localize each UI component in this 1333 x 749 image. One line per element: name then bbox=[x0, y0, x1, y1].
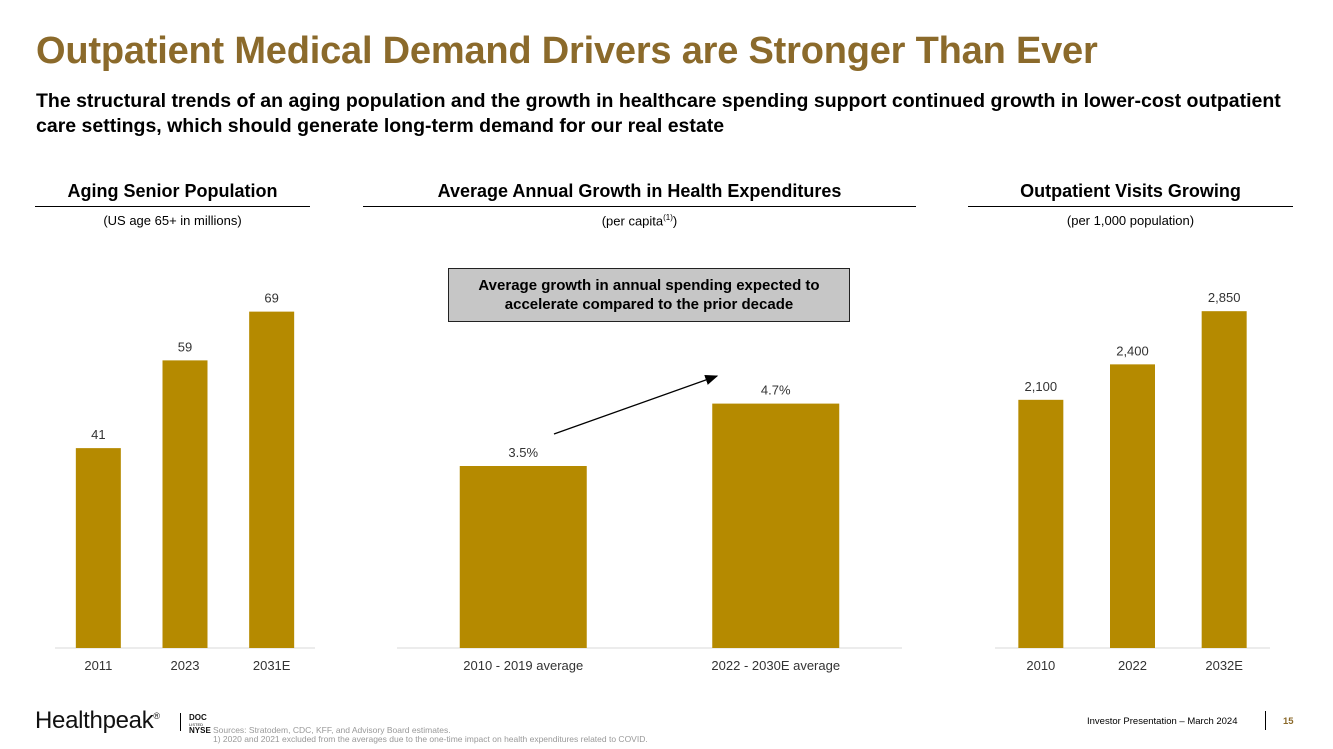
health-expenditure-chart: 3.5% 2010 - 2019 average 4.7% 2022 - 2030E … bbox=[397, 383, 902, 673]
visits-data-label: 2,850 bbox=[1208, 290, 1241, 305]
health-data-label: 4.7% bbox=[761, 383, 791, 398]
aging-bar-2011 bbox=[75, 448, 121, 648]
outpatient-visits-chart: 2,100 2010 2,400 2022 2,850 2032E bbox=[995, 290, 1270, 673]
aging-data-label: 59 bbox=[178, 339, 192, 354]
aging-section-rule bbox=[35, 206, 310, 207]
visits-category-label: 2022 bbox=[1118, 658, 1147, 673]
growth-callout-box: Average growth in annual spending expect… bbox=[448, 268, 850, 322]
healthpeak-logo: Healthpeak® bbox=[35, 707, 160, 734]
aging-category-label: 2031E bbox=[253, 658, 291, 673]
visits-bar-2022 bbox=[1110, 364, 1155, 648]
growth-callout-text: Average growth in annual spending expect… bbox=[478, 277, 820, 313]
visits-data-label: 2,400 bbox=[1116, 343, 1149, 358]
health-data-label: 3.5% bbox=[508, 445, 538, 460]
growth-arrow-line bbox=[553, 375, 719, 435]
page-title: Outpatient Medical Demand Drivers are St… bbox=[36, 30, 1098, 72]
health-bar-2022-2030eaverage bbox=[712, 403, 840, 648]
logo-divider bbox=[180, 713, 181, 731]
page-number: 15 bbox=[1283, 716, 1294, 727]
health-category-label: 2022 - 2030E average bbox=[711, 658, 840, 673]
growth-arrow bbox=[553, 375, 719, 435]
health-category-label: 2010 - 2019 average bbox=[463, 658, 583, 673]
aging-data-label: 41 bbox=[91, 427, 105, 442]
visits-section-rule bbox=[968, 206, 1293, 207]
visits-category-label: 2010 bbox=[1026, 658, 1055, 673]
visits-bar-2010 bbox=[1018, 399, 1064, 648]
health-section-rule bbox=[363, 206, 916, 207]
page-subtitle: The structural trends of an aging popula… bbox=[36, 90, 1281, 137]
health-bar-2010-2019average bbox=[459, 466, 587, 648]
visits-category-label: 2032E bbox=[1205, 658, 1243, 673]
aging-data-label: 69 bbox=[264, 291, 278, 306]
visits-bar-2032e bbox=[1201, 311, 1247, 648]
visits-section-title: Outpatient Visits Growing bbox=[1020, 181, 1241, 201]
visits-data-label: 2,100 bbox=[1025, 379, 1058, 394]
health-section-subtitle: (per capita(1)) bbox=[601, 213, 678, 229]
aging-category-label: 2023 bbox=[171, 658, 200, 673]
page-divider bbox=[1265, 711, 1266, 730]
health-section-title: Average Annual Growth in Health Expendit… bbox=[437, 181, 842, 201]
sources-note: Sources: Stratodem, CDC, KFF, and Adviso… bbox=[213, 725, 648, 744]
aging-section-subtitle: (US age 65+ in millions) bbox=[103, 213, 242, 228]
aging-section-title: Aging Senior Population bbox=[67, 181, 278, 201]
aging-bar-2031e bbox=[249, 311, 295, 648]
nyse-ticker-badge: DOC LISTED NYSE bbox=[189, 713, 211, 735]
visits-section-subtitle: (per 1,000 population) bbox=[1066, 213, 1195, 228]
aging-category-label: 2011 bbox=[84, 658, 112, 673]
aging-population-chart: 41 2011 59 2023 69 2031E bbox=[55, 291, 315, 673]
presentation-label: Investor Presentation – March 2024 bbox=[1087, 716, 1238, 727]
aging-bar-2023 bbox=[162, 360, 208, 648]
